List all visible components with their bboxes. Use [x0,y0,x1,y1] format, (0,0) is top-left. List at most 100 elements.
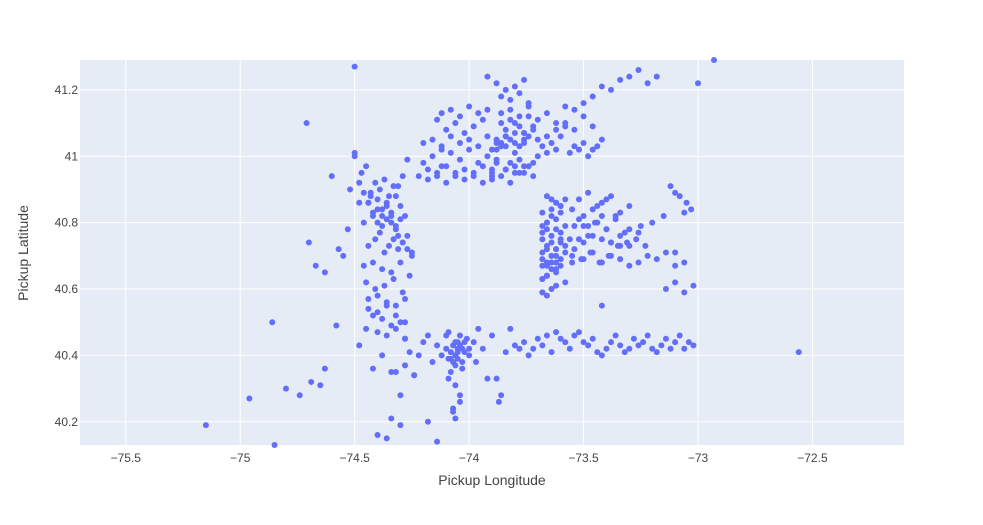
scatter-point [571,222,578,229]
scatter-point [321,365,328,372]
scatter-point [672,339,679,346]
scatter-point [493,80,500,87]
scatter-point [598,136,605,143]
y-tick-label: 41.2 [55,83,79,97]
scatter-point [548,239,555,246]
scatter-point [445,375,452,382]
scatter-point [543,242,550,249]
x-tick-label: −75.5 [111,451,142,465]
scatter-point [447,133,454,140]
scatter-point [383,332,390,339]
y-axis-title: Pickup Latitude [15,205,31,301]
scatter-point [562,249,569,256]
scatter-point [383,216,390,223]
scatter-point [390,183,397,190]
scatter-point [470,173,477,180]
scatter-point [603,196,610,203]
scatter-point [424,176,431,183]
scatter-point [452,120,459,127]
scatter-point [580,139,587,146]
scatter-point [489,176,495,183]
scatter-point [539,236,546,243]
scatter-point [649,219,656,226]
scatter-point [344,226,351,233]
scatter-point [498,110,505,117]
scatter-point [548,212,555,219]
scatter-point [626,345,633,352]
scatter-point [511,342,518,349]
scatter-point [383,302,390,309]
scatter-point [511,139,518,146]
scatter-point [390,276,397,283]
scatter-point [557,262,564,269]
scatter-point [365,305,372,312]
scatter-point [402,319,409,326]
scatter-point [498,93,505,100]
scatter-point [635,229,642,236]
scatter-point [617,209,624,216]
scatter-point [381,176,388,183]
scatter-point [589,232,596,239]
scatter-point [379,352,386,359]
scatter-point [388,322,395,329]
scatter-point [608,193,615,200]
scatter-point [511,120,518,127]
scatter-point [365,199,372,206]
scatter-point [543,292,550,299]
scatter-point [456,398,463,405]
scatter-point [635,259,642,266]
scatter-point [397,319,404,326]
scatter-point [548,206,555,213]
scatter-point [484,133,491,140]
scatter-point [374,329,381,336]
scatter-point [626,73,633,80]
scatter-point [605,252,612,259]
scatter-point [388,269,395,276]
scatter-point [548,349,555,356]
scatter-point [397,422,404,429]
scatter-point [397,392,404,399]
scatter-point [608,339,615,346]
scatter-point [598,352,605,359]
scatter-point [447,349,454,356]
scatter-point [585,153,592,160]
scatter-point [388,209,395,216]
scatter-point [685,339,692,346]
scatter-point [516,345,523,352]
scatter-point [395,183,402,190]
scatter-point [589,123,596,130]
scatter-point [374,219,381,226]
scatter-point [589,206,596,213]
scatter-point [456,392,463,399]
scatter-point [452,169,459,176]
scatter-point [521,163,528,170]
scatter-point [580,212,587,219]
scatter-point [543,133,550,140]
scatter-point [443,163,450,170]
scatter-point [374,196,381,203]
scatter-point [456,139,463,146]
scatter-point [402,362,409,369]
scatter-point [553,246,560,253]
scatter-point [507,136,514,143]
scatter-point [303,120,310,127]
scatter-point [660,212,667,219]
scatter-point [617,242,624,249]
scatter-point [420,159,427,166]
scatter-point [484,153,491,160]
scatter-point [580,239,587,246]
scatter-point [553,266,560,273]
scatter-point [397,259,404,266]
scatter-point [395,232,402,239]
scatter-point [644,332,651,339]
scatter-point [569,252,576,259]
scatter-point [525,352,532,359]
scatter-point [466,136,473,143]
scatter-point [571,126,578,133]
scatter-point [383,203,390,210]
scatter-point [525,163,532,170]
scatter-point [434,438,441,445]
scatter-point [530,159,537,166]
scatter-point [511,130,518,137]
scatter-point [507,179,514,186]
